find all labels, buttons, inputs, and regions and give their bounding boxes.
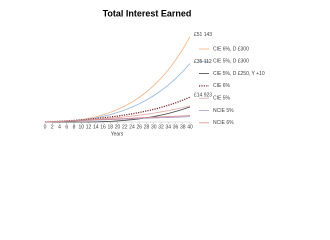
x-tick-label: 4 (58, 124, 61, 130)
page: Total Interest Earned Years 0 2 4 6 8 10 12 14 1… (43, 8, 265, 138)
x-tick-label: 32 (158, 124, 164, 130)
annotation: £14 923 (194, 92, 212, 98)
legend-label: CIE 5%, D £300 (213, 59, 249, 65)
chart-title: Total Interest Earned (103, 8, 192, 18)
x-tick-label: 10 (78, 124, 84, 130)
x-tick-label: 30 (151, 124, 157, 130)
series-line (44, 36, 191, 123)
x-tick-label: 40 (187, 124, 193, 130)
legend-label: CIE 6%, D £300 (213, 46, 249, 52)
chart: Total Interest Earned Years 0 2 4 6 8 10 12 14 1… (44, 8, 265, 137)
x-tick-label: 12 (86, 124, 92, 130)
x-tick-label: 24 (129, 124, 135, 130)
x-axis-label: Years (111, 131, 124, 137)
x-tick-label: 14 (93, 124, 99, 130)
legend-label: NCIE 6% (213, 120, 234, 126)
x-tick-label: 34 (165, 124, 171, 130)
legend-label: CIE 6% (213, 83, 231, 89)
x-tick-label: 0 (44, 124, 47, 130)
x-tick-label: 18 (107, 124, 113, 130)
x-tick-label: 28 (144, 124, 150, 130)
x-tick-label: 6 (65, 124, 68, 130)
x-tick-label: 22 (122, 124, 128, 130)
series-line (45, 106, 191, 123)
x-tick-label: 16 (100, 124, 106, 130)
x-tick-label: 38 (180, 124, 186, 130)
legend-label: CIE 5%, D £250, Y +10 (213, 71, 265, 77)
x-tick-label: 36 (173, 124, 179, 130)
annotation: £51 143 (194, 32, 212, 38)
legend-label: NCIE 5% (213, 108, 234, 114)
x-tick-label: 2 (51, 124, 54, 130)
series-line (44, 115, 191, 123)
x-tick-label: 8 (73, 124, 76, 130)
x-tick-label: 26 (136, 124, 142, 130)
legend-label: CIE 5% (213, 96, 231, 102)
annotation: £35 112 (194, 59, 212, 65)
x-tick-label: 20 (115, 124, 121, 130)
